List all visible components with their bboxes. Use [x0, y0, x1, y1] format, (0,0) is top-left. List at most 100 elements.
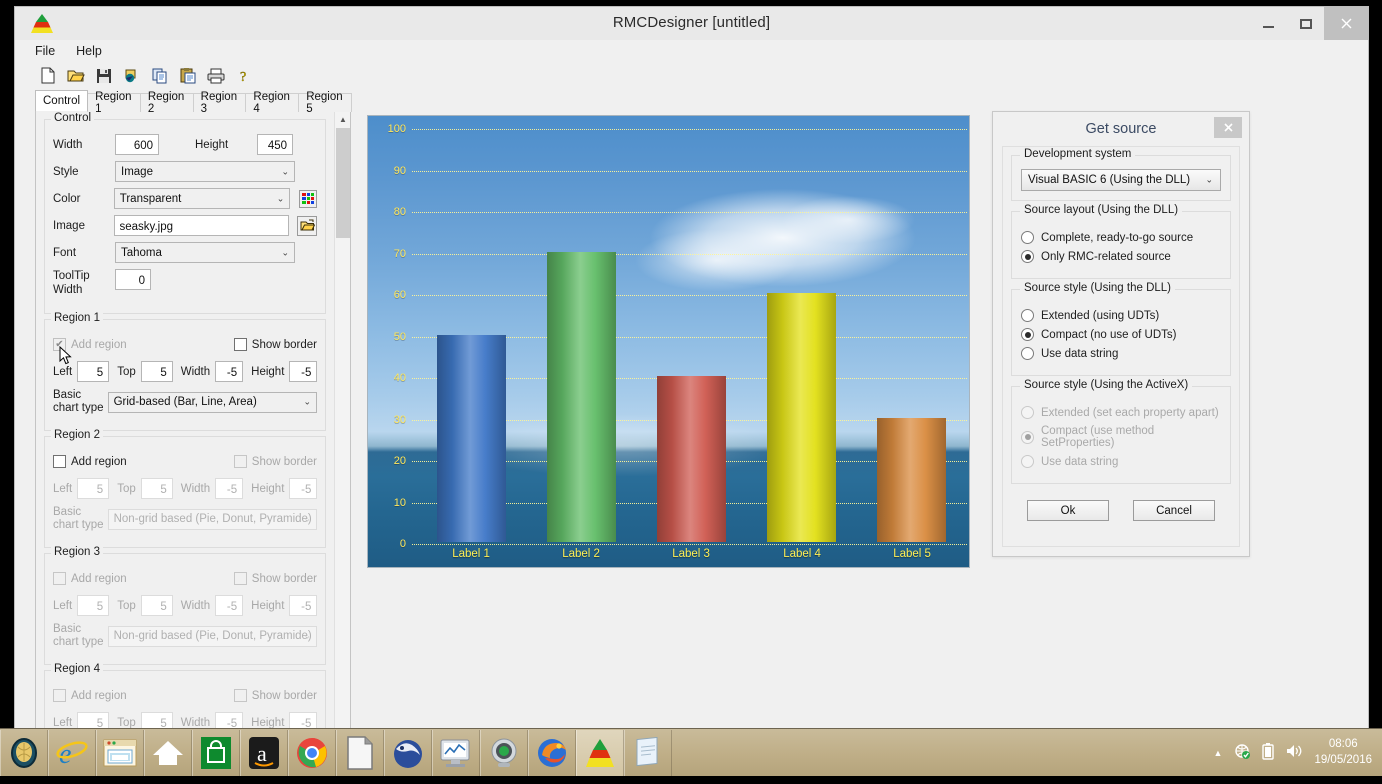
checkbox-icon [233, 338, 247, 351]
source-layout-option-complete[interactable]: Complete, ready-to-go source [1021, 231, 1221, 244]
region-4-show-border-label: Show border [251, 689, 317, 702]
ok-button[interactable]: Ok [1027, 500, 1109, 521]
checkbox-icon [53, 455, 66, 468]
source-layout-option-rmc-only[interactable]: Only RMC-related source [1021, 250, 1221, 263]
chart-y-tick-label: 90 [393, 164, 406, 177]
dialog-close-button[interactable] [1214, 117, 1242, 138]
region-1-height-input[interactable] [289, 361, 318, 382]
tab-region-2[interactable]: Region 2 [139, 91, 194, 115]
tab-region-1[interactable]: Region 1 [87, 91, 141, 115]
volume-icon[interactable] [1285, 743, 1303, 762]
region-1-width-label: Width [180, 365, 211, 378]
tab-region-5[interactable]: Region 5 [298, 91, 352, 115]
tooltip-width-label: ToolTip Width [53, 269, 115, 297]
system-tray: ▲ 08:06 19/05/2016 [1214, 737, 1382, 768]
properties-panel-scrollbar[interactable]: ▲ [334, 111, 350, 736]
style-combobox[interactable]: Image ⌄ [115, 161, 295, 182]
control-group-legend: Control [51, 112, 95, 124]
region-1-top-label: Top [117, 365, 136, 378]
cancel-button[interactable]: Cancel [1133, 500, 1215, 521]
minimize-button[interactable] [1250, 7, 1287, 40]
region-1-width-input[interactable] [215, 361, 244, 382]
amazon-icon[interactable]: a [240, 729, 288, 776]
tooltip-width-input[interactable] [115, 269, 151, 290]
internet-explorer-icon[interactable]: e [48, 729, 96, 776]
checkbox-icon [233, 689, 247, 702]
region-1-show-border-checkbox[interactable]: Show border [233, 338, 317, 351]
source-layout-group: Source layout (Using the DLL) Complete, … [1011, 204, 1231, 279]
region-1-top-input[interactable] [140, 361, 173, 382]
help-icon[interactable]: ? [231, 64, 257, 88]
control-group: Control Width Height Style Image ⌄ [44, 112, 326, 314]
show-hidden-icons-button[interactable]: ▲ [1213, 747, 1223, 758]
new-icon[interactable] [35, 64, 61, 88]
chevron-down-icon: ⌄ [276, 193, 285, 203]
region-1-left-input[interactable] [77, 361, 110, 382]
region-2-width-label: Width [180, 482, 211, 495]
home-icon[interactable] [144, 729, 192, 776]
color-combobox[interactable]: Transparent ⌄ [113, 188, 291, 209]
rmcdesigner-icon[interactable] [576, 729, 624, 776]
color-palette-icon[interactable] [299, 189, 317, 208]
export-icon[interactable] [119, 64, 145, 88]
region-2-basic-chart-type-label: Basic chart type [53, 506, 108, 532]
scrollbar-thumb[interactable] [336, 128, 350, 238]
windows-store-icon[interactable] [192, 729, 240, 776]
width-input[interactable] [115, 134, 159, 155]
image-input[interactable] [113, 215, 290, 236]
close-button[interactable] [1324, 7, 1368, 40]
libreoffice-icon[interactable] [336, 729, 384, 776]
menu-file[interactable]: File [35, 43, 56, 58]
region-2-chart-type-value: Non-grid based (Pie, Donut, Pyramide) [113, 513, 312, 525]
battery-icon[interactable] [1262, 742, 1275, 763]
pyramid-icon [29, 12, 55, 34]
thunderbird-icon[interactable] [384, 729, 432, 776]
chart-gridline [412, 336, 967, 338]
open-icon[interactable] [63, 64, 89, 88]
scroll-up-icon[interactable]: ▲ [335, 111, 350, 128]
region-4-checks: Add region Show border [53, 685, 317, 706]
browse-image-icon[interactable] [297, 215, 317, 236]
tab-region-4[interactable]: Region 4 [245, 91, 300, 115]
height-label: Height [195, 138, 229, 151]
chevron-down-icon: ⌄ [281, 166, 289, 176]
source-style-dll-option-datastring[interactable]: Use data string [1021, 347, 1221, 360]
paste-icon[interactable] [175, 64, 201, 88]
source-style-activex-legend: Source style (Using the ActiveX) [1020, 379, 1193, 391]
google-chrome-icon[interactable] [288, 729, 336, 776]
monitor-chart-icon[interactable] [432, 729, 480, 776]
window-title: RMCDesigner [untitled] [612, 14, 771, 31]
style-label: Style [53, 165, 79, 178]
chevron-down-icon: ⌄ [303, 396, 311, 407]
source-style-dll-option-extended[interactable]: Extended (using UDTs) [1021, 309, 1221, 322]
chart-bar [657, 376, 726, 542]
start-shell-icon[interactable] [0, 729, 48, 776]
tab-label: Region 1 [95, 91, 132, 115]
webcam-icon[interactable] [480, 729, 528, 776]
development-system-combobox[interactable]: Visual BASIC 6 (Using the DLL) ⌄ [1021, 169, 1221, 191]
file-explorer-icon[interactable] [96, 729, 144, 776]
notepad-icon[interactable] [624, 729, 672, 776]
chart-y-tick-label: 60 [393, 289, 406, 301]
menu-help[interactable]: Help [76, 43, 102, 58]
basic-label-line1: Basic [53, 623, 82, 635]
region-2-left-label: Left [53, 482, 73, 495]
maximize-button[interactable] [1287, 7, 1324, 40]
save-icon[interactable] [91, 64, 117, 88]
clock[interactable]: 08:06 19/05/2016 [1314, 737, 1372, 768]
menu-bar: File Help [15, 40, 1368, 61]
firefox-icon[interactable] [528, 729, 576, 776]
font-combobox[interactable]: Tahoma ⌄ [115, 242, 295, 263]
print-icon[interactable] [203, 64, 229, 88]
tab-control[interactable]: Control [35, 90, 89, 111]
style-value: Image [121, 165, 153, 178]
region-2-top-label: Top [117, 482, 136, 495]
tab-label: Region 5 [306, 91, 343, 115]
source-style-dll-option-compact[interactable]: Compact (no use of UDTs) [1021, 328, 1221, 341]
network-icon[interactable] [1233, 743, 1251, 762]
region-1-chart-type-combobox[interactable]: Grid-based (Bar, Line, Area) ⌄ [107, 391, 317, 413]
copy-icon[interactable] [147, 64, 173, 88]
tab-region-3[interactable]: Region 3 [192, 91, 247, 115]
height-input[interactable] [257, 134, 293, 155]
region-2-add-region-checkbox[interactable]: Add region [53, 455, 127, 468]
